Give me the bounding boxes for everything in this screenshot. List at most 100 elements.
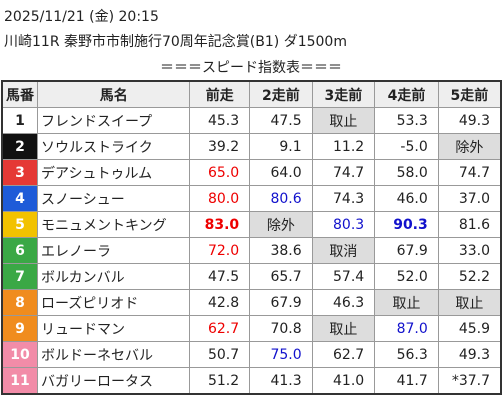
horse-number: 4: [1, 185, 38, 212]
speed-table: 馬番 馬名 前走 2走前 3走前 4走前 5走前 1 フレンドスイープ 45.3 47.5 取止 53.…: [1, 80, 502, 395]
horse-name: ソウルストライク: [36, 133, 191, 160]
speed-index: 45.9: [437, 315, 502, 342]
horse-row: 8 ローズピリオド 42.8 67.9 46.3 取止 取止: [1, 289, 502, 316]
horse-name: スノーシュー: [36, 185, 191, 212]
horse-row: 6 エレノーラ 72.0 38.6 取消 67.9 33.0: [1, 237, 502, 264]
speed-index: 57.4: [311, 263, 376, 290]
table-title: ＝＝＝スピード指数表＝＝＝: [160, 60, 342, 76]
speed-index: 65.7: [249, 263, 313, 290]
speed-index: 90.3: [374, 211, 439, 238]
horse-row: 11 バガリーロータス 51.2 41.3 41.0 41.7 *37.7: [1, 367, 502, 395]
speed-index: 53.3: [374, 107, 439, 134]
horse-number: 8: [1, 289, 38, 316]
speed-index: 41.7: [374, 367, 439, 395]
speed-index: 9.1: [249, 133, 313, 160]
speed-index: 64.0: [249, 159, 313, 186]
speed-index: 67.9: [374, 237, 439, 264]
speed-index: 45.3: [189, 107, 251, 134]
speed-index: 取止: [311, 315, 376, 342]
header-row: 馬番 馬名 前走 2走前 3走前 4走前 5走前: [1, 80, 502, 108]
horse-number: 11: [1, 367, 38, 395]
horse-name: モニュメントキング: [36, 211, 191, 238]
horse-row: 2 ソウルストライク 39.2 9.1 11.2 -5.0 除外: [1, 133, 502, 160]
horse-row: 7 ボルカンバル 47.5 65.7 57.4 52.0 52.2: [1, 263, 502, 290]
speed-index: 80.3: [311, 211, 376, 238]
column-header: 前走: [189, 80, 251, 108]
column-header: 5走前: [437, 80, 502, 108]
speed-index: 37.0: [437, 185, 502, 212]
speed-index: 46.0: [374, 185, 439, 212]
column-header: 馬番: [1, 80, 38, 108]
speed-index: 58.0: [374, 159, 439, 186]
speed-index: 41.3: [249, 367, 313, 395]
speed-index: 52.0: [374, 263, 439, 290]
horse-name: ボルドーネセバル: [36, 341, 191, 368]
horse-row: 9 リュードマン 62.7 70.8 取止 87.0 45.9: [1, 315, 502, 342]
horse-row: 5 モニュメントキング 83.0 除外 80.3 90.3 81.6: [1, 211, 502, 238]
horse-name: エレノーラ: [36, 237, 191, 264]
speed-index: 33.0: [437, 237, 502, 264]
speed-index: 80.6: [249, 185, 313, 212]
speed-index: 75.0: [249, 341, 313, 368]
horse-row: 10 ボルドーネセバル 50.7 75.0 62.7 56.3 49.3: [1, 341, 502, 368]
speed-index: 49.3: [437, 107, 502, 134]
speed-index: 62.7: [311, 341, 376, 368]
horse-row: 4 スノーシュー 80.0 80.6 74.3 46.0 37.0: [1, 185, 502, 212]
speed-index: 取消: [311, 237, 376, 264]
speed-index: 70.8: [249, 315, 313, 342]
speed-index: 83.0: [189, 211, 251, 238]
speed-index: 65.0: [189, 159, 251, 186]
speed-index: 取止: [311, 107, 376, 134]
column-header: 2走前: [249, 80, 313, 108]
speed-index: 47.5: [249, 107, 313, 134]
column-header: 4走前: [374, 80, 439, 108]
speed-index: 41.0: [311, 367, 376, 395]
speed-index: 47.5: [189, 263, 251, 290]
horse-number: 1: [1, 107, 38, 134]
speed-index: 74.7: [437, 159, 502, 186]
speed-index: 62.7: [189, 315, 251, 342]
horse-number: 2: [1, 133, 38, 160]
horse-name: フレンドスイープ: [36, 107, 191, 134]
horse-number: 9: [1, 315, 38, 342]
speed-index: 46.3: [311, 289, 376, 316]
horse-number: 7: [1, 263, 38, 290]
speed-index: 49.3: [437, 341, 502, 368]
speed-index: 取止: [437, 289, 502, 316]
speed-index: 52.2: [437, 263, 502, 290]
speed-index: 42.8: [189, 289, 251, 316]
speed-index: 39.2: [189, 133, 251, 160]
speed-index: 51.2: [189, 367, 251, 395]
horse-name: リュードマン: [36, 315, 191, 342]
speed-index: 除外: [249, 211, 313, 238]
horse-number: 3: [1, 159, 38, 186]
datetime: 2025/11/21 (金) 20:15: [4, 9, 159, 25]
speed-index: 67.9: [249, 289, 313, 316]
speed-index: *37.7: [437, 367, 502, 395]
horse-number: 10: [1, 341, 38, 368]
speed-index: 50.7: [189, 341, 251, 368]
speed-index: 11.2: [311, 133, 376, 160]
speed-index: 87.0: [374, 315, 439, 342]
horse-number: 6: [1, 237, 38, 264]
horse-name: ローズピリオド: [36, 289, 191, 316]
speed-index: 80.0: [189, 185, 251, 212]
speed-index: 72.0: [189, 237, 251, 264]
speed-index: 81.6: [437, 211, 502, 238]
speed-index: 38.6: [249, 237, 313, 264]
column-header: 3走前: [311, 80, 376, 108]
horse-name: ボルカンバル: [36, 263, 191, 290]
speed-index: 74.7: [311, 159, 376, 186]
horse-row: 1 フレンドスイープ 45.3 47.5 取止 53.3 49.3: [1, 107, 502, 134]
speed-index: -5.0: [374, 133, 439, 160]
horse-name: デアシュトゥルム: [36, 159, 191, 186]
horse-name: バガリーロータス: [36, 367, 191, 395]
speed-index: 除外: [437, 133, 502, 160]
horse-row: 3 デアシュトゥルム 65.0 64.0 74.7 58.0 74.7: [1, 159, 502, 186]
column-header: 馬名: [36, 80, 191, 108]
horse-number: 5: [1, 211, 38, 238]
race-info: 川崎11R 秦野市市制施行70周年記念賞(B1) ダ1500m: [4, 34, 347, 50]
speed-index: 56.3: [374, 341, 439, 368]
speed-index: 取止: [374, 289, 439, 316]
